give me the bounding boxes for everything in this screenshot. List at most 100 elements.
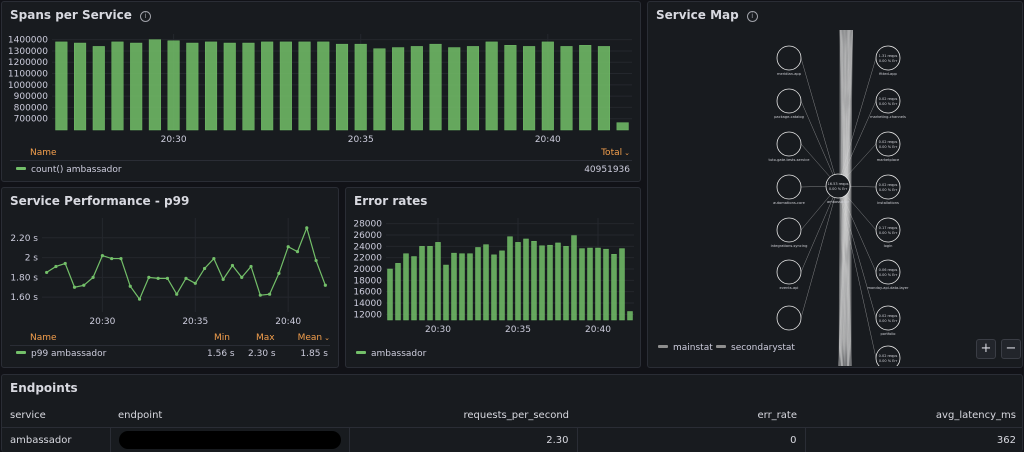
zoom-in-button[interactable]: + — [976, 339, 996, 359]
legend-header-name[interactable]: Name — [30, 148, 57, 158]
map-legend-secondarystat: secondarystat — [716, 343, 795, 353]
y-tick-label: 900000 — [14, 92, 49, 102]
legend-header-name[interactable]: Name — [30, 333, 57, 343]
node-label: monday-api-data-layer — [867, 286, 909, 290]
node-stat: 0.02 reqps — [879, 314, 898, 318]
node-stat: 0.00 % Err — [879, 102, 898, 106]
legend-header-mean[interactable]: Mean ⌄ — [297, 333, 330, 343]
data-point — [240, 275, 244, 279]
node-label: tuto-gate-tests-service — [768, 158, 810, 162]
info-icon[interactable]: i — [746, 11, 758, 22]
bar — [223, 42, 236, 131]
legend-item-mean: 1.85 s — [300, 349, 328, 359]
column-header-endpoint[interactable]: endpoint — [110, 403, 349, 428]
service-node[interactable] — [776, 305, 802, 331]
legend-item[interactable]: p99 ambassador — [16, 349, 106, 359]
column-header-err-rate[interactable]: err_rate — [577, 403, 805, 428]
info-icon[interactable]: i — [139, 11, 151, 22]
node-circle — [776, 174, 802, 200]
y-tick-label: 1200000 — [8, 58, 48, 68]
service-node[interactable]: tuto-gate-tests-service — [768, 131, 810, 162]
service-map-graph[interactable]: meridian-app package-catalog tuto-gate-tes… — [648, 30, 1023, 366]
bar — [186, 42, 199, 131]
bar — [603, 248, 609, 321]
legend-header-total[interactable]: Total ⌄ — [601, 148, 630, 158]
column-header-requests-per-second[interactable]: requests_per_second — [349, 403, 577, 428]
edge — [840, 30, 842, 366]
legend-item-max: 2.30 s — [248, 349, 276, 359]
service-node[interactable]: meridian-app — [776, 45, 802, 76]
node-stat: 1.31 reqps — [879, 54, 898, 58]
service-node[interactable]: integrations-syncing — [771, 217, 808, 248]
edge — [841, 30, 848, 366]
column-header-avg-latency-ms[interactable]: avg_latency_ms — [805, 403, 1022, 428]
bar — [611, 254, 617, 321]
data-point — [91, 275, 95, 279]
zoom-out-button[interactable]: − — [1001, 339, 1021, 359]
spans-panel: Spans per Service i 1400000 1300000 1200000… — [1, 1, 641, 182]
bar — [466, 46, 480, 131]
edge — [847, 30, 853, 366]
bar — [523, 46, 536, 131]
cell-service: ambassador — [2, 427, 111, 452]
legend-header-min[interactable]: Min — [214, 333, 230, 343]
node-label: marketplace — [877, 158, 900, 162]
bar — [547, 244, 553, 321]
cell-avg-latency-ms: 362 — [996, 434, 1016, 446]
node-label: portfolio — [880, 332, 895, 336]
node-label: package-catalog — [774, 115, 804, 119]
edge — [845, 30, 852, 366]
data-point — [193, 281, 197, 285]
legend-item[interactable]: count() ambassador — [16, 165, 122, 175]
y-tick-label: 700000 — [14, 115, 49, 125]
edge — [839, 30, 848, 366]
node-stat: 0.02 reqps — [879, 97, 898, 101]
node-circle — [776, 217, 802, 243]
bar — [475, 247, 481, 321]
data-point — [82, 283, 86, 287]
data-point — [295, 250, 300, 254]
node-stat: 0.00 % Err — [879, 145, 898, 149]
service-node[interactable]: events-api — [776, 259, 802, 290]
bar — [354, 43, 367, 131]
data-point — [137, 297, 142, 301]
legend-header-max[interactable]: Max — [256, 333, 275, 343]
service-node[interactable]: package-catalog — [774, 88, 804, 119]
edge — [846, 30, 848, 366]
edge — [800, 100, 839, 187]
cell-err-rate: 0 — [577, 427, 806, 452]
node-stat: 0.00 % Err — [879, 59, 898, 63]
edge — [800, 57, 839, 187]
edge — [849, 30, 852, 366]
data-point — [45, 270, 49, 275]
perf-chart: 2.20 s 2 s 1.80 s 1.60 s 20:30 20:35 20:40 — [10, 218, 330, 327]
node-circle — [875, 259, 901, 285]
bar — [55, 41, 68, 131]
bar — [523, 238, 529, 321]
legend-item[interactable]: ambassador — [356, 349, 426, 359]
edge — [839, 30, 851, 366]
bar — [483, 244, 489, 321]
column-header-service[interactable]: service — [2, 403, 110, 428]
redacted-endpoint — [118, 431, 341, 449]
edge — [847, 30, 849, 366]
edge — [842, 30, 850, 366]
edge — [846, 30, 849, 366]
edge — [848, 30, 851, 366]
bar — [317, 41, 330, 131]
table-row[interactable]: ambassador 2.30 0 362 — [2, 427, 1022, 452]
x-tick-label: 20:40 — [585, 325, 611, 335]
edge — [841, 30, 852, 366]
secondarystat-swatch — [716, 345, 726, 348]
service-node[interactable]: automations-core — [773, 174, 806, 205]
